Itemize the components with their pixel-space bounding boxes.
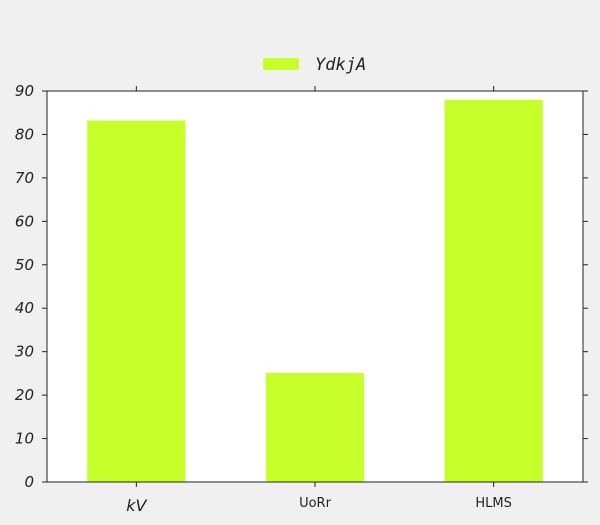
y-tick-label: 0 xyxy=(24,473,34,491)
bars-group xyxy=(87,99,543,482)
y-tick-label: 90 xyxy=(15,82,34,100)
y-axis: 0 10 20 30 40 50 60 70 80 90 xyxy=(15,82,588,491)
x-tick-label-HLMS: HLMS xyxy=(475,496,512,511)
y-tick-label: 20 xyxy=(15,386,34,404)
plot-frame xyxy=(46,90,584,483)
y-tick-label: 40 xyxy=(15,299,34,317)
x-tick-label-kV: kV xyxy=(126,496,147,515)
legend-label: YdkjA xyxy=(315,55,366,75)
legend-swatch xyxy=(263,58,299,70)
y-tick-label: 80 xyxy=(15,125,34,143)
x-axis: kV UoRr HLMS xyxy=(126,86,512,515)
bar-UoRr xyxy=(265,372,365,482)
y-tick-label: 60 xyxy=(15,212,34,230)
y-tick-label: 30 xyxy=(15,343,34,361)
y-tick-label: 10 xyxy=(15,430,34,448)
y-tick-label: 70 xyxy=(15,169,34,187)
legend: YdkjA xyxy=(263,55,366,75)
x-tick-label-UoRr: UoRr xyxy=(299,496,332,511)
bar-kV xyxy=(87,120,186,482)
bar-HLMS xyxy=(444,99,543,482)
y-tick-label: 50 xyxy=(15,256,34,274)
